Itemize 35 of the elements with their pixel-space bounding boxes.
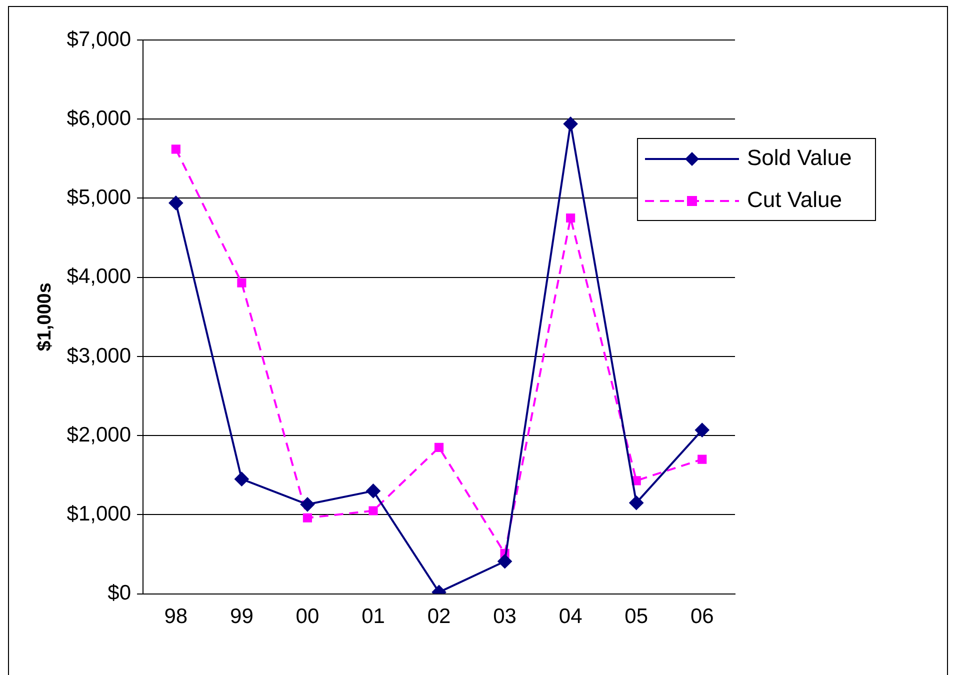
point	[434, 442, 444, 452]
point	[237, 278, 246, 288]
x-tick-label: 98	[164, 605, 188, 628]
x-tick-label: 03	[493, 605, 516, 628]
x-tick-label: 01	[362, 605, 385, 628]
y-tick-label: $6,000	[66, 106, 132, 130]
x-tick-label: 05	[624, 605, 648, 628]
point	[368, 506, 378, 516]
y-tick-label: $4,000	[66, 265, 132, 288]
point	[300, 497, 314, 512]
y-tick-label: $1,000	[66, 502, 132, 526]
legend-label: Cut Value	[747, 187, 842, 212]
point	[366, 484, 380, 498]
point	[698, 454, 707, 464]
point	[566, 213, 576, 223]
x-tick-label: 00	[296, 605, 320, 628]
point	[498, 554, 512, 568]
x-tick-label: 06	[690, 605, 714, 628]
y-tick-label: $7,000	[66, 28, 132, 51]
point	[234, 472, 249, 486]
legend-label: Sold Value	[747, 145, 852, 170]
point	[564, 116, 578, 131]
x-tick-label: 99	[230, 605, 254, 628]
y-tick-label: $0	[108, 582, 132, 605]
y-tick-label: $3,000	[66, 344, 132, 368]
y-tick-label: $5,000	[66, 186, 132, 210]
x-tick-label: 04	[558, 605, 583, 628]
point	[171, 144, 180, 154]
point	[629, 496, 644, 510]
x-tick-label: 02	[427, 605, 451, 628]
y-tick-label: $2,000	[66, 423, 132, 446]
point	[168, 196, 183, 210]
y-axis-title: $1,000s	[34, 282, 56, 352]
point	[695, 423, 710, 438]
point	[302, 513, 312, 522]
